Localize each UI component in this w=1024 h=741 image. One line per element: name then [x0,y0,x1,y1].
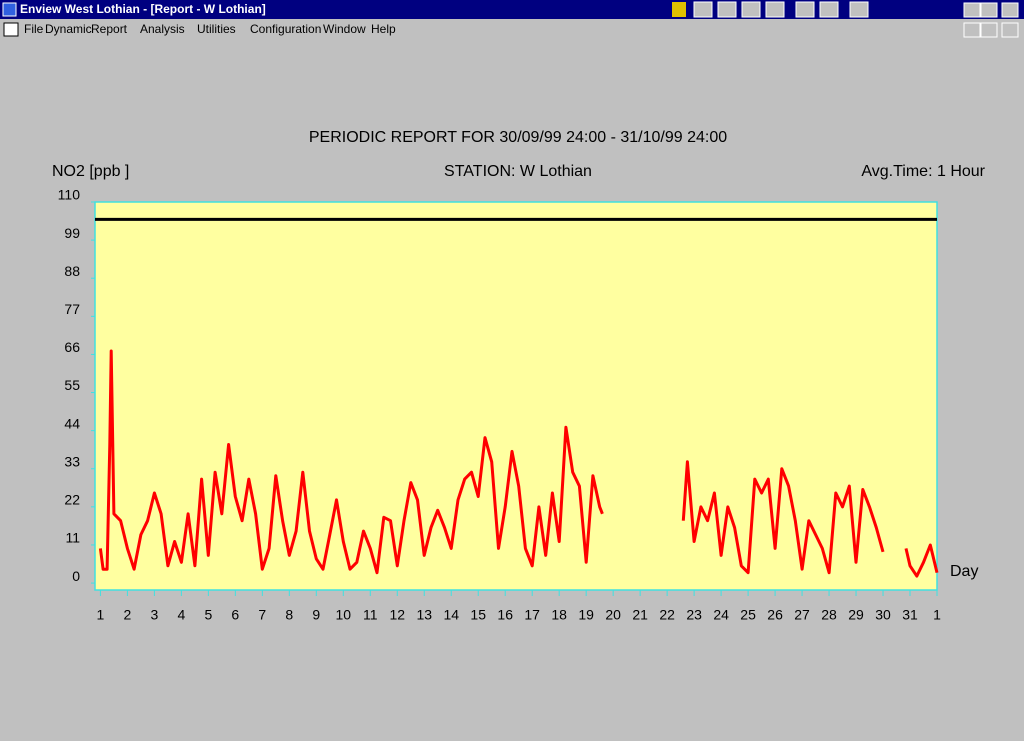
x-tick-label: 7 [258,607,266,623]
x-tick-label: 17 [524,607,540,623]
x-tick-label: 23 [686,607,702,623]
avg-time-label: Avg.Time: 1 Hour [861,163,985,180]
y-tick-label: 22 [64,492,80,508]
app-icon[interactable] [2,2,17,17]
x-tick-label: 6 [231,607,239,623]
y-tick-label: 88 [64,263,80,279]
x-tick-label: 22 [659,607,675,623]
toolbar [672,1,1019,38]
x-tick-label: 5 [204,607,212,623]
x-tick-label: 13 [416,607,432,623]
menu-item[interactable]: File [24,22,44,36]
x-tick-label: 28 [821,607,837,623]
y-tick-label: 33 [64,453,80,469]
doc-icon[interactable] [3,22,19,37]
x-axis-label: Day [950,563,978,580]
x-tick-label: 1 [96,607,104,623]
x-tick-label: 31 [902,607,918,623]
x-tick-label: 19 [578,607,594,623]
menu-item[interactable]: Dynamic [45,22,92,36]
x-tick-label: 9 [312,607,320,623]
tool-icon[interactable] [765,1,785,18]
y-axis-label: NO2 [ppb ] [52,163,129,180]
x-tick-label: 3 [150,607,158,623]
station-label: STATION: W Lothian [444,163,592,180]
minimize-button[interactable] [963,2,981,18]
x-tick-label: 21 [632,607,648,623]
y-tick-label: 55 [64,377,80,393]
tool-icon[interactable] [672,2,686,17]
y-tick-label: 110 [58,187,81,203]
y-tick-label: 44 [64,415,80,431]
x-tick-label: 20 [605,607,621,623]
y-tick-label: 11 [65,530,80,546]
close-button[interactable] [1001,2,1019,18]
menu-item[interactable]: Analysis [140,22,185,36]
tool-icon[interactable] [795,1,815,18]
x-tick-label: 26 [767,607,783,623]
maximize-button[interactable] [980,2,998,18]
window-title: Enview West Lothian - [Report - W Lothia… [20,2,266,16]
x-tick-label: 10 [335,607,351,623]
menu-item[interactable]: Report [91,22,128,36]
y-tick-label: 77 [64,301,80,317]
plot-area [94,201,938,591]
x-tick-label: 2 [123,607,131,623]
menu-item[interactable]: Window [323,22,366,36]
x-tick-label: 27 [794,607,810,623]
x-tick-label: 16 [497,607,513,623]
x-tick-label: 14 [443,607,459,623]
x-tick-label: 30 [875,607,891,623]
y-tick-label: 0 [72,568,80,584]
x-tick-label: 15 [470,607,486,623]
x-tick-label: 12 [389,607,405,623]
tool-icon[interactable] [819,1,839,18]
x-tick-label: 1 [933,607,941,623]
x-tick-label: 11 [363,607,378,623]
child-maximize-button[interactable] [980,22,998,38]
menu-bar: File Dynamic Report Analysis Utilities Config… [24,22,396,36]
chart-title: PERIODIC REPORT FOR 30/09/99 24:00 - 31/… [309,129,727,146]
menu-item[interactable]: Utilities [197,22,236,36]
x-tick-label: 8 [285,607,293,623]
x-tick-label: 25 [740,607,756,623]
child-minimize-button[interactable] [963,22,981,38]
tool-icon[interactable] [741,1,761,18]
data-line [98,349,939,578]
tool-icon[interactable] [693,1,713,18]
y-tick-label: 99 [64,225,80,241]
menu-item[interactable]: Configuration [250,22,321,36]
x-tick-label: 18 [551,607,567,623]
y-tick-label: 66 [64,339,80,355]
chart: PERIODIC REPORT FOR 30/09/99 24:00 - 31/… [52,129,986,622]
child-close-button[interactable] [1001,22,1019,38]
x-tick-label: 24 [713,607,729,623]
tool-icon[interactable] [849,1,869,18]
x-tick-label: 29 [848,607,864,623]
tool-icon[interactable] [717,1,737,18]
menu-item[interactable]: Help [371,22,396,36]
x-tick-label: 4 [177,607,185,623]
